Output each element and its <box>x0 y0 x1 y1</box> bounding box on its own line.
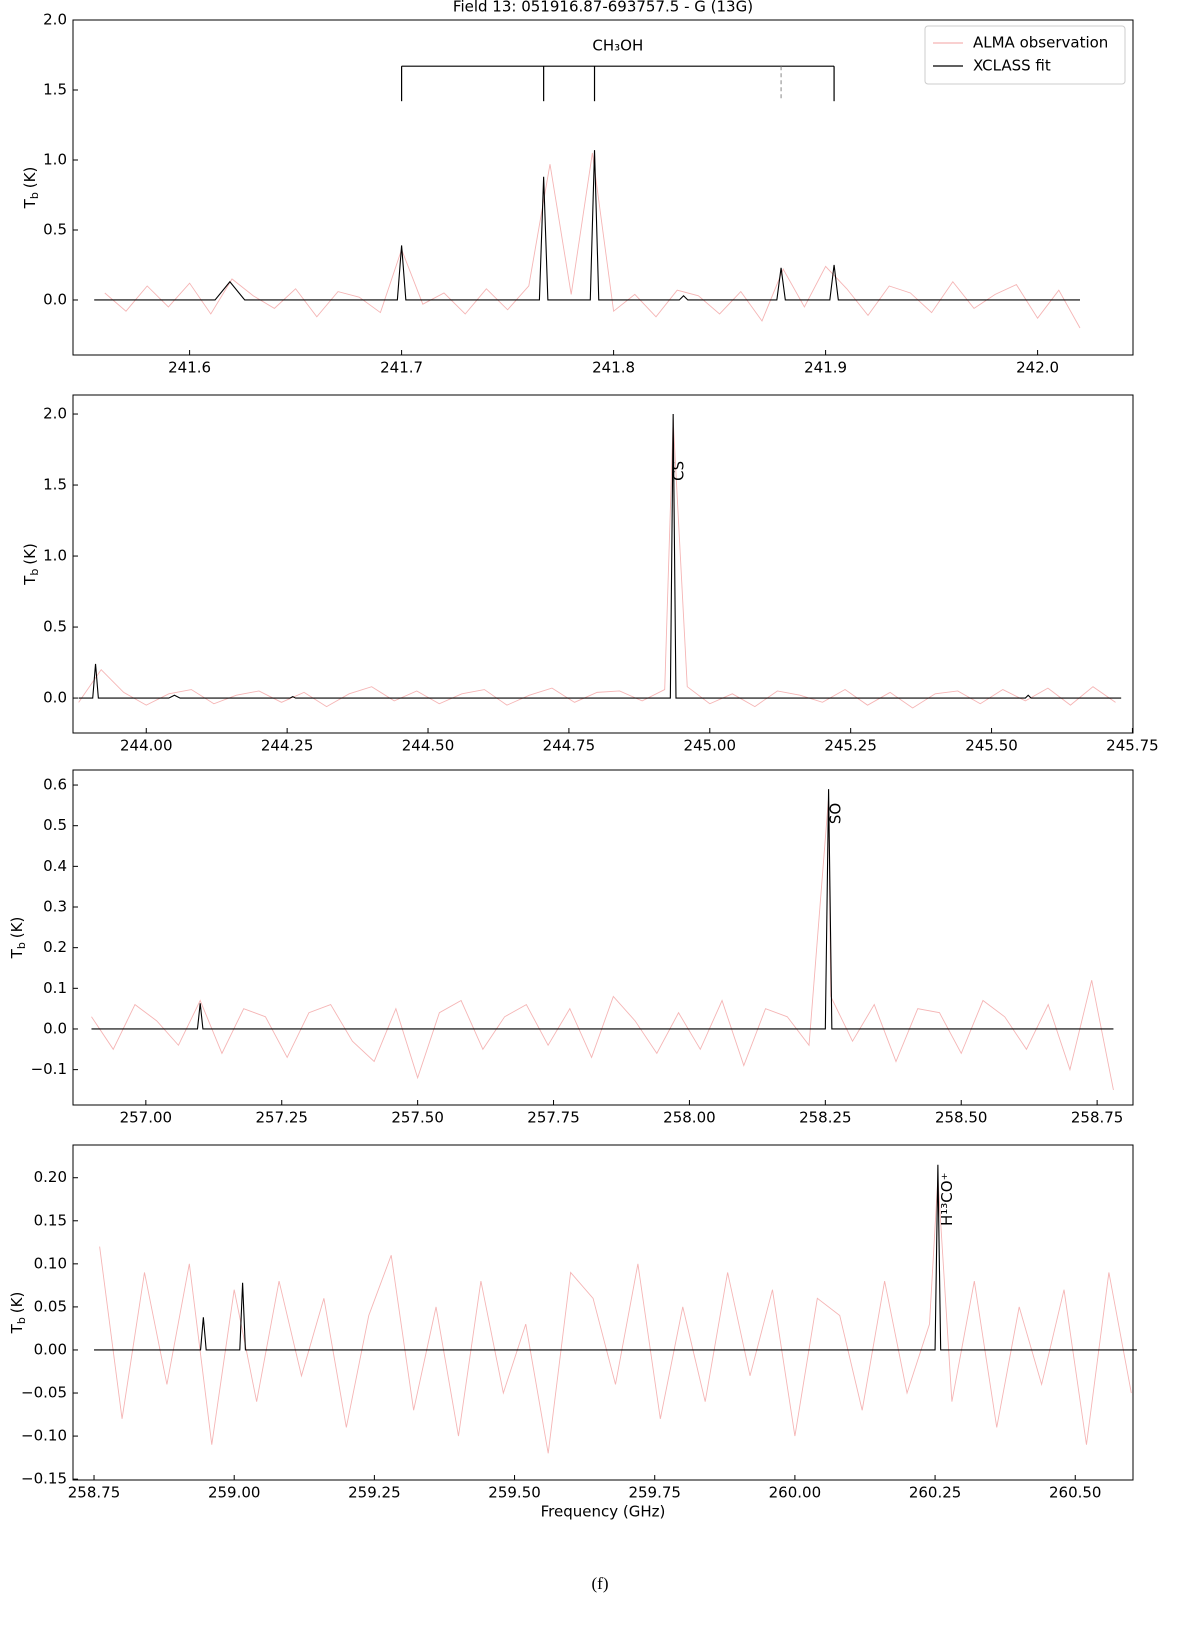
legend-label: ALMA observation <box>973 34 1108 52</box>
plot-frame <box>72 1144 1134 1481</box>
figure-caption: (f) <box>592 1574 609 1593</box>
x-tick-label: 242.0 <box>1016 359 1059 377</box>
y-label-unit: (K) <box>8 1292 26 1314</box>
x-tick-label: 241.9 <box>804 359 847 377</box>
x-tick-label: 241.7 <box>380 359 423 377</box>
x-tick-label: 245.75 <box>1106 737 1159 755</box>
x-tick-label: 257.50 <box>391 1109 444 1127</box>
plot-frame <box>72 769 1134 1106</box>
y-tick-label: 0.5 <box>43 220 67 238</box>
y-tick-label: 0.5 <box>43 618 67 636</box>
x-tick-label: 241.6 <box>168 359 211 377</box>
y-tick-label: 0.15 <box>34 1211 67 1229</box>
y-tick-label: −0.1 <box>31 1060 67 1078</box>
y-tick-label: −0.15 <box>21 1470 67 1488</box>
fit-line <box>94 150 1080 301</box>
plot-frame <box>72 19 1134 356</box>
y-label-unit: (K) <box>21 167 39 189</box>
legend-label: XCLASS fit <box>973 57 1051 75</box>
x-tick-label: 258.50 <box>935 1109 988 1127</box>
y-label-symbol: T <box>21 575 39 586</box>
x-tick-label: 257.25 <box>255 1109 308 1127</box>
y-tick-label: 0.0 <box>43 1019 67 1037</box>
x-tick-label: 245.25 <box>824 737 877 755</box>
y-axis-label: Tb (K) <box>21 167 42 210</box>
x-tick-label: 245.50 <box>965 737 1018 755</box>
y-label-unit: (K) <box>8 917 26 939</box>
x-tick-label: 260.50 <box>1049 1484 1102 1502</box>
x-tick-label: 259.25 <box>348 1484 401 1502</box>
y-label-subscript: b <box>15 942 28 949</box>
y-tick-label: 2.0 <box>43 405 67 423</box>
x-tick-label: 260.25 <box>909 1484 962 1502</box>
y-tick-label: 1.5 <box>43 80 67 98</box>
y-label-subscript: b <box>28 569 41 576</box>
x-tick-label: 244.25 <box>261 737 314 755</box>
x-tick-label: 245.00 <box>684 737 737 755</box>
y-label-symbol: T <box>21 198 39 209</box>
x-tick-label: 244.75 <box>543 737 596 755</box>
x-tick-label: 259.75 <box>628 1484 681 1502</box>
x-tick-label: 244.00 <box>120 737 173 755</box>
y-tick-label: 0.05 <box>34 1297 67 1315</box>
x-tick-label: 258.75 <box>68 1484 121 1502</box>
line-label: H¹³CO⁺ <box>938 1172 956 1226</box>
x-tick-label: 257.75 <box>527 1109 580 1127</box>
line-label: SO <box>827 803 845 824</box>
bracket-label: CH₃OH <box>592 37 643 55</box>
fit-line <box>94 1164 1137 1351</box>
x-tick-label: 241.8 <box>592 359 635 377</box>
y-tick-label: 0.3 <box>43 898 67 916</box>
y-tick-label: 0.0 <box>43 290 67 308</box>
y-axis-label: Tb (K) <box>8 917 29 960</box>
y-tick-label: 0.00 <box>34 1340 67 1358</box>
y-tick-label: −0.10 <box>21 1427 67 1445</box>
x-tick-label: 260.00 <box>769 1484 822 1502</box>
y-tick-label: 0.10 <box>34 1254 67 1272</box>
y-label-unit: (K) <box>21 543 39 565</box>
y-tick-label: 0.4 <box>43 857 67 875</box>
x-tick-label: 244.50 <box>402 737 455 755</box>
x-tick-label: 259.50 <box>488 1484 541 1502</box>
y-tick-label: 1.0 <box>43 150 67 168</box>
y-label-subscript: b <box>15 1317 28 1324</box>
observation-line <box>78 419 1116 709</box>
y-axis-label: Tb (K) <box>8 1292 29 1335</box>
x-tick-label: 258.75 <box>1071 1109 1124 1127</box>
y-tick-label: 0.5 <box>43 816 67 834</box>
y-tick-label: 0.0 <box>43 689 67 707</box>
y-label-symbol: T <box>8 1323 26 1334</box>
y-tick-label: 0.1 <box>43 979 67 997</box>
observation-line <box>91 797 1114 1091</box>
chart-title: Field 13: 051916.87-693757.5 - G (13G) <box>453 0 753 16</box>
legend-box <box>924 25 1126 85</box>
fit-line <box>91 789 1114 1030</box>
y-tick-label: −0.05 <box>21 1384 67 1402</box>
y-label-subscript: b <box>28 192 41 199</box>
y-tick-label: 0.6 <box>43 776 67 794</box>
fit-line <box>78 414 1122 699</box>
x-tick-label: 257.00 <box>120 1109 173 1127</box>
y-tick-label: 0.2 <box>43 938 67 956</box>
x-tick-label: 258.00 <box>663 1109 716 1127</box>
y-label-symbol: T <box>8 948 26 959</box>
x-tick-label: 258.25 <box>799 1109 852 1127</box>
y-tick-label: 1.5 <box>43 476 67 494</box>
plot-frame <box>72 394 1134 734</box>
y-tick-label: 1.0 <box>43 547 67 565</box>
y-tick-label: 0.20 <box>34 1168 67 1186</box>
x-axis-label: Frequency (GHz) <box>541 1503 666 1521</box>
line-label: CS <box>669 461 687 481</box>
y-tick-label: 2.0 <box>43 11 67 29</box>
x-tick-label: 259.00 <box>208 1484 261 1502</box>
y-axis-label: Tb (K) <box>21 543 42 586</box>
observation-line <box>99 1177 1132 1454</box>
